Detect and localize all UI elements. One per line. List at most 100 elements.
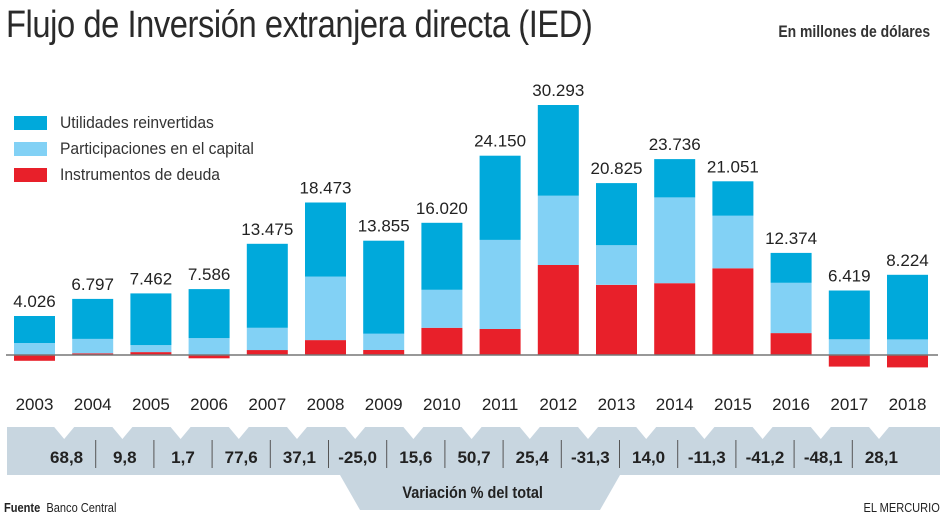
legend-swatch-participaciones xyxy=(14,142,47,156)
legend-label: Instrumentos de deuda xyxy=(60,165,220,184)
bar-segment-participaciones xyxy=(130,345,172,353)
bar-segment-participaciones xyxy=(828,339,870,355)
bar-segment-utilidades xyxy=(72,298,114,339)
source-value: Banco Central xyxy=(46,500,117,515)
bar-segment-utilidades xyxy=(130,293,172,346)
x-tick-label: 2003 xyxy=(16,395,54,414)
bar-segment-deuda xyxy=(14,355,55,361)
bar-segment-deuda xyxy=(887,355,928,368)
variation-value: 9,8 xyxy=(113,448,137,467)
source-note: Fuente Banco Central xyxy=(4,500,116,515)
bar-segment-utilidades xyxy=(14,316,55,343)
bar-segment-utilidades xyxy=(828,290,870,340)
bar-segment-deuda xyxy=(130,352,172,355)
bar-segment-participaciones xyxy=(770,282,812,334)
x-tick-label: 2015 xyxy=(714,395,752,414)
bar-segment-deuda xyxy=(363,350,405,355)
bar-segment-utilidades xyxy=(363,240,405,334)
bar-segment-participaciones xyxy=(887,339,928,355)
bar-segment-deuda xyxy=(479,329,521,355)
bar-segment-deuda xyxy=(712,268,754,355)
bar-segment-participaciones xyxy=(712,215,754,269)
legend-item-participaciones: Participaciones en el capital xyxy=(14,136,271,162)
bar-segment-deuda xyxy=(828,355,870,367)
brand-label: EL MERCURIO xyxy=(863,500,940,515)
bar-segment-utilidades xyxy=(537,105,579,196)
bar-segment-deuda xyxy=(421,327,463,355)
bar-segment-utilidades xyxy=(887,274,928,340)
bar-segment-participaciones xyxy=(537,195,579,265)
x-tick-label: 2010 xyxy=(423,395,461,414)
bar-segment-participaciones xyxy=(305,276,346,341)
legend-swatch-utilidades xyxy=(14,116,47,130)
x-tick-label: 2009 xyxy=(365,395,403,414)
legend-label: Participaciones en el capital xyxy=(60,139,254,158)
bar-segment-deuda xyxy=(246,350,288,355)
x-tick-label: 2004 xyxy=(74,395,112,414)
x-tick-label: 2017 xyxy=(830,395,868,414)
bar-segment-deuda xyxy=(537,265,579,355)
variation-band xyxy=(7,427,940,510)
bar-segment-utilidades xyxy=(712,181,754,216)
x-tick-label: 2012 xyxy=(539,395,577,414)
bar-segment-deuda xyxy=(188,355,230,359)
x-tick-label: 2007 xyxy=(248,395,286,414)
bar-segment-utilidades xyxy=(770,252,812,283)
variation-value: 77,6 xyxy=(225,448,258,467)
total-label: 8.224 xyxy=(886,251,929,270)
bar-segment-participaciones xyxy=(479,239,521,329)
x-tick-label: 2016 xyxy=(772,395,810,414)
variation-value: -31,3 xyxy=(571,448,610,467)
legend-item-deuda: Instrumentos de deuda xyxy=(14,162,271,188)
bar-segment-deuda xyxy=(596,284,637,355)
x-tick-label: 2011 xyxy=(482,395,519,414)
variation-value: 37,1 xyxy=(283,448,316,467)
variation-value: 14,0 xyxy=(632,448,665,467)
total-label: 4.026 xyxy=(13,292,56,311)
total-label: 13.475 xyxy=(241,220,293,239)
bar-segment-utilidades xyxy=(596,183,637,246)
x-tick-label: 2005 xyxy=(132,395,170,414)
legend: Utilidades reinvertidas Participaciones … xyxy=(14,110,271,188)
bar-segment-participaciones xyxy=(421,289,463,328)
x-tick-label: 2014 xyxy=(656,395,694,414)
total-label: 6.797 xyxy=(71,275,114,294)
variation-value: 68,8 xyxy=(50,448,83,467)
x-tick-label: 2006 xyxy=(190,395,228,414)
bar-segment-utilidades xyxy=(654,159,696,198)
x-tick-label: 2018 xyxy=(889,395,927,414)
bar-segment-deuda xyxy=(72,353,114,355)
total-label: 20.825 xyxy=(591,159,643,178)
variation-value: -25,0 xyxy=(338,448,377,467)
bar-segment-participaciones xyxy=(363,333,405,350)
total-label: 7.462 xyxy=(130,269,173,288)
total-label: 23.736 xyxy=(649,135,701,154)
chart-title: Flujo de Inversión extranjera directa (I… xyxy=(6,4,593,46)
variation-value: 15,6 xyxy=(399,448,432,467)
variation-value: 1,7 xyxy=(171,448,195,467)
total-label: 30.293 xyxy=(532,81,584,100)
bar-segment-participaciones xyxy=(246,327,288,351)
bar-segment-utilidades xyxy=(246,243,288,328)
bar-segment-participaciones xyxy=(188,338,230,355)
bar-segment-participaciones xyxy=(72,338,114,354)
total-label: 7.586 xyxy=(188,265,231,284)
x-tick-label: 2013 xyxy=(598,395,636,414)
bar-segment-participaciones xyxy=(14,343,55,355)
bar-segment-utilidades xyxy=(421,222,463,290)
variation-value: -41,2 xyxy=(746,448,785,467)
total-label: 24.150 xyxy=(474,132,526,151)
legend-swatch-deuda xyxy=(14,168,47,182)
legend-item-utilidades: Utilidades reinvertidas xyxy=(14,110,271,136)
bar-segment-participaciones xyxy=(596,245,637,285)
variation-value: 28,1 xyxy=(865,448,898,467)
total-label: 18.473 xyxy=(300,179,352,198)
total-label: 16.020 xyxy=(416,199,468,218)
bar-segment-deuda xyxy=(305,340,346,355)
bar-segment-deuda xyxy=(654,283,696,355)
bar-segment-utilidades xyxy=(305,202,346,277)
bar-segment-utilidades xyxy=(188,289,230,339)
variation-value: -11,3 xyxy=(688,448,726,467)
source-label: Fuente xyxy=(4,500,41,515)
